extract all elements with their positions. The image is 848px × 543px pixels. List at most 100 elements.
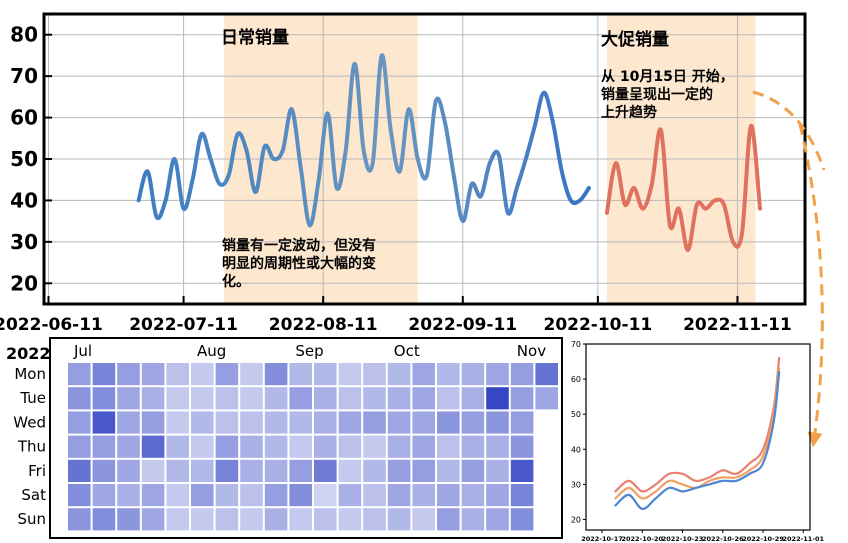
heatmap-cell	[338, 411, 362, 434]
heatmap-cell	[437, 484, 460, 507]
heatmap-cell	[92, 387, 116, 410]
y-tick-label: 80	[10, 23, 38, 47]
x-tick-label: 2022-09-11	[408, 315, 517, 335]
heatmap-cell	[215, 387, 239, 410]
weekday-label: Sun	[17, 510, 46, 528]
heatmap-cell	[92, 484, 116, 507]
heatmap-cell	[338, 387, 362, 410]
region-label: 大促销量	[601, 29, 669, 50]
heatmap-cell	[141, 435, 165, 458]
trend-x-tick-label: 2022-10-23	[662, 535, 704, 543]
heatmap-cell	[117, 435, 140, 458]
daily-sales-series	[136, 53, 591, 228]
heatmap-cell	[92, 459, 116, 482]
month-label: Aug	[197, 342, 226, 360]
heatmap-cell	[461, 459, 485, 482]
heatmap-cell	[141, 411, 165, 434]
heatmap-cell	[437, 387, 460, 410]
heatmap-cell	[264, 508, 288, 531]
heatmap-cell	[191, 411, 214, 434]
heatmap-cell	[117, 387, 140, 410]
heatmap-cell	[461, 435, 485, 458]
heatmap-cell	[363, 435, 386, 458]
heatmap-cell	[314, 411, 337, 434]
y-tick-label: 30	[10, 230, 38, 254]
heatmap-cell	[92, 363, 116, 386]
heatmap-cell	[363, 387, 386, 410]
x-tick-label: 2022-08-11	[269, 315, 378, 335]
weekday-label: Wed	[13, 413, 46, 431]
trend-series-line	[614, 371, 781, 510]
y-tick-label: 40	[10, 188, 38, 212]
heatmap-cell	[264, 435, 288, 458]
x-tick-label: 2022-11-11	[683, 315, 792, 335]
heatmap-cell	[289, 508, 312, 531]
annotation-line: 化。	[222, 273, 250, 290]
heatmap-cell	[412, 484, 435, 507]
heatmap-cell	[510, 484, 534, 507]
heatmap-cell	[289, 411, 312, 434]
month-label: Sep	[295, 342, 323, 360]
heatmap-cell	[461, 508, 485, 531]
heatmap-cell	[412, 508, 435, 531]
trend-series-line	[614, 356, 781, 493]
y-tick-label: 20	[10, 271, 38, 295]
heatmap-cell	[437, 435, 460, 458]
heatmap-cell	[363, 484, 386, 507]
heatmap-cell	[486, 435, 509, 458]
heatmap-cell	[264, 387, 288, 410]
heatmap-cell	[510, 411, 534, 434]
trend-y-tick-label: 70	[571, 340, 581, 349]
heatmap-cell	[510, 508, 534, 531]
heatmap-cell	[191, 387, 214, 410]
heatmap-year-label: 2022	[6, 344, 51, 363]
trend-x-tick-label: 2022-10-20	[621, 535, 663, 543]
heatmap-cell	[215, 411, 239, 434]
heatmap-cell	[289, 435, 312, 458]
heatmap-cell	[240, 508, 263, 531]
heatmap-cell	[240, 363, 263, 386]
dashed-arrow-top	[752, 90, 826, 171]
heatmap-cell	[240, 411, 263, 434]
heatmap-cell	[412, 363, 435, 386]
trend-chart-frame	[585, 343, 811, 531]
heatmap-cell	[166, 411, 189, 434]
heatmap-cell	[314, 363, 337, 386]
heatmap-cell	[510, 435, 534, 458]
annotation-line: 明显的周期性或大幅的变	[222, 255, 376, 272]
trend-line-chart: 2030405060702022-10-172022-10-202022-10-…	[571, 340, 825, 543]
trend-y-tick-label: 20	[571, 515, 581, 524]
trend-y-tick-label: 60	[571, 375, 581, 384]
heatmap-cell	[387, 508, 411, 531]
heatmap-cell	[166, 459, 189, 482]
heatmap-cell	[338, 459, 362, 482]
heatmap-cell	[510, 387, 534, 410]
heatmap-cell	[68, 459, 91, 482]
heatmap-cell	[166, 387, 189, 410]
heatmap-cell	[289, 387, 312, 410]
annotation-line: 从 10月15日 开始，	[601, 68, 734, 85]
heatmap-cell	[412, 411, 435, 434]
heatmap-cell	[437, 411, 460, 434]
heatmap-cell	[191, 508, 214, 531]
heatmap-cell	[486, 411, 509, 434]
heatmap-cell	[215, 508, 239, 531]
heatmap-cell	[338, 484, 362, 507]
heatmap-cell	[363, 363, 386, 386]
trend-y-tick-label: 40	[571, 445, 581, 454]
heatmap-cell	[289, 459, 312, 482]
trend-x-tick-label: 2022-10-29	[742, 535, 784, 543]
heatmap-cell	[264, 411, 288, 434]
heatmap-cell	[240, 484, 263, 507]
promo-sales-series	[604, 123, 762, 253]
heatmap-cell	[486, 508, 509, 531]
heatmap-cell	[412, 387, 435, 410]
trend-x-tick-label: 2022-10-17	[581, 535, 623, 543]
heatmap-cell	[141, 459, 165, 482]
heatmap-cell	[486, 363, 509, 386]
heatmap-cell	[166, 435, 189, 458]
heatmap-cell	[363, 459, 386, 482]
heatmap-cell	[92, 435, 116, 458]
heatmap-cell	[240, 459, 263, 482]
trend-x-tick-label: 2022-11-01	[783, 535, 825, 543]
